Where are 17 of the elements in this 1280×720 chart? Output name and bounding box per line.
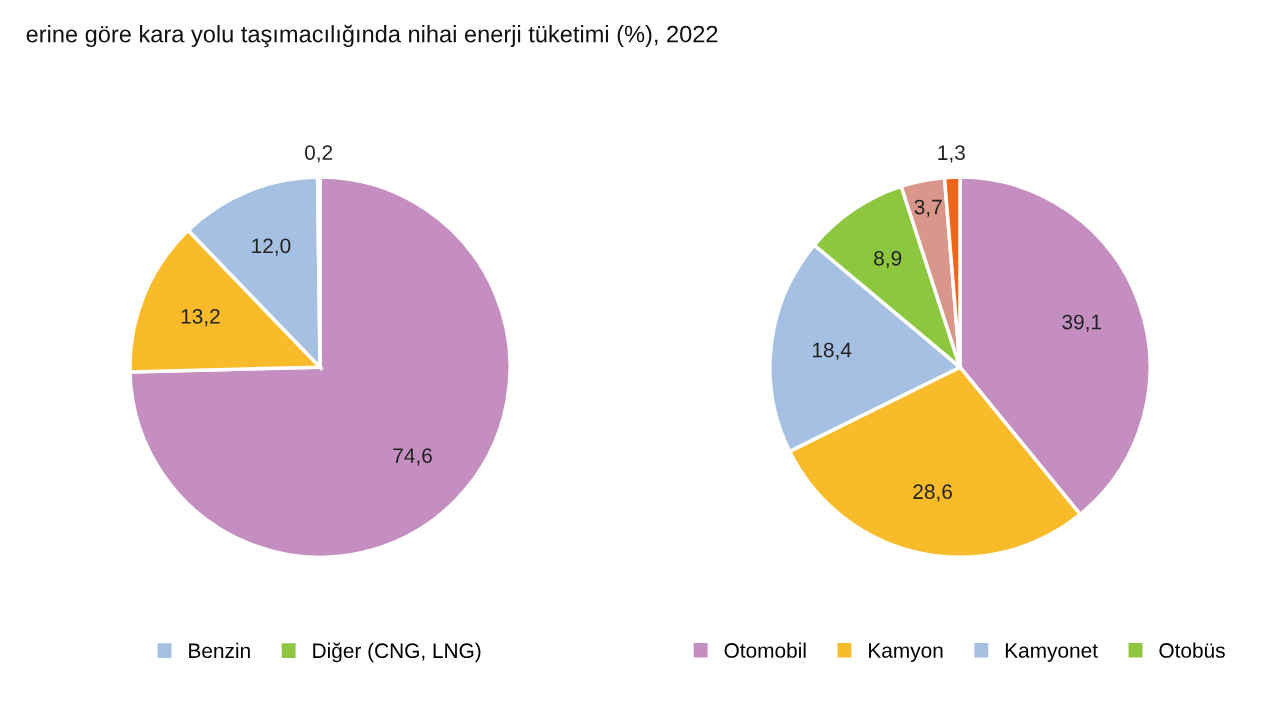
legend-label: Otomobil [724,642,806,658]
legend-label: Diğer (CNG, LNG) [313,642,481,663]
data-label: 13,2 [181,308,220,327]
data-label: 0,2 [305,145,333,163]
data-label: 1,3 [938,145,965,163]
data-label: 18,4 [812,342,852,360]
data-label: 8,9 [874,250,902,269]
chart-title: erine göre kara yolu taşımacılığında nihai enerji tüketimi (%), 2022 [26,24,718,48]
data-label: 74,6 [393,448,432,466]
data-label: 3,7 [914,199,942,217]
legend-label: Kamyon [869,643,943,662]
legend-label: Otobüs [1159,642,1225,658]
data-label: 28,6 [913,484,952,502]
data-label: 12,0 [252,238,291,256]
legend-label: Kamyonet [1005,643,1098,662]
data-label: 39,1 [1062,314,1102,332]
legend-label: Benzin [189,642,250,659]
